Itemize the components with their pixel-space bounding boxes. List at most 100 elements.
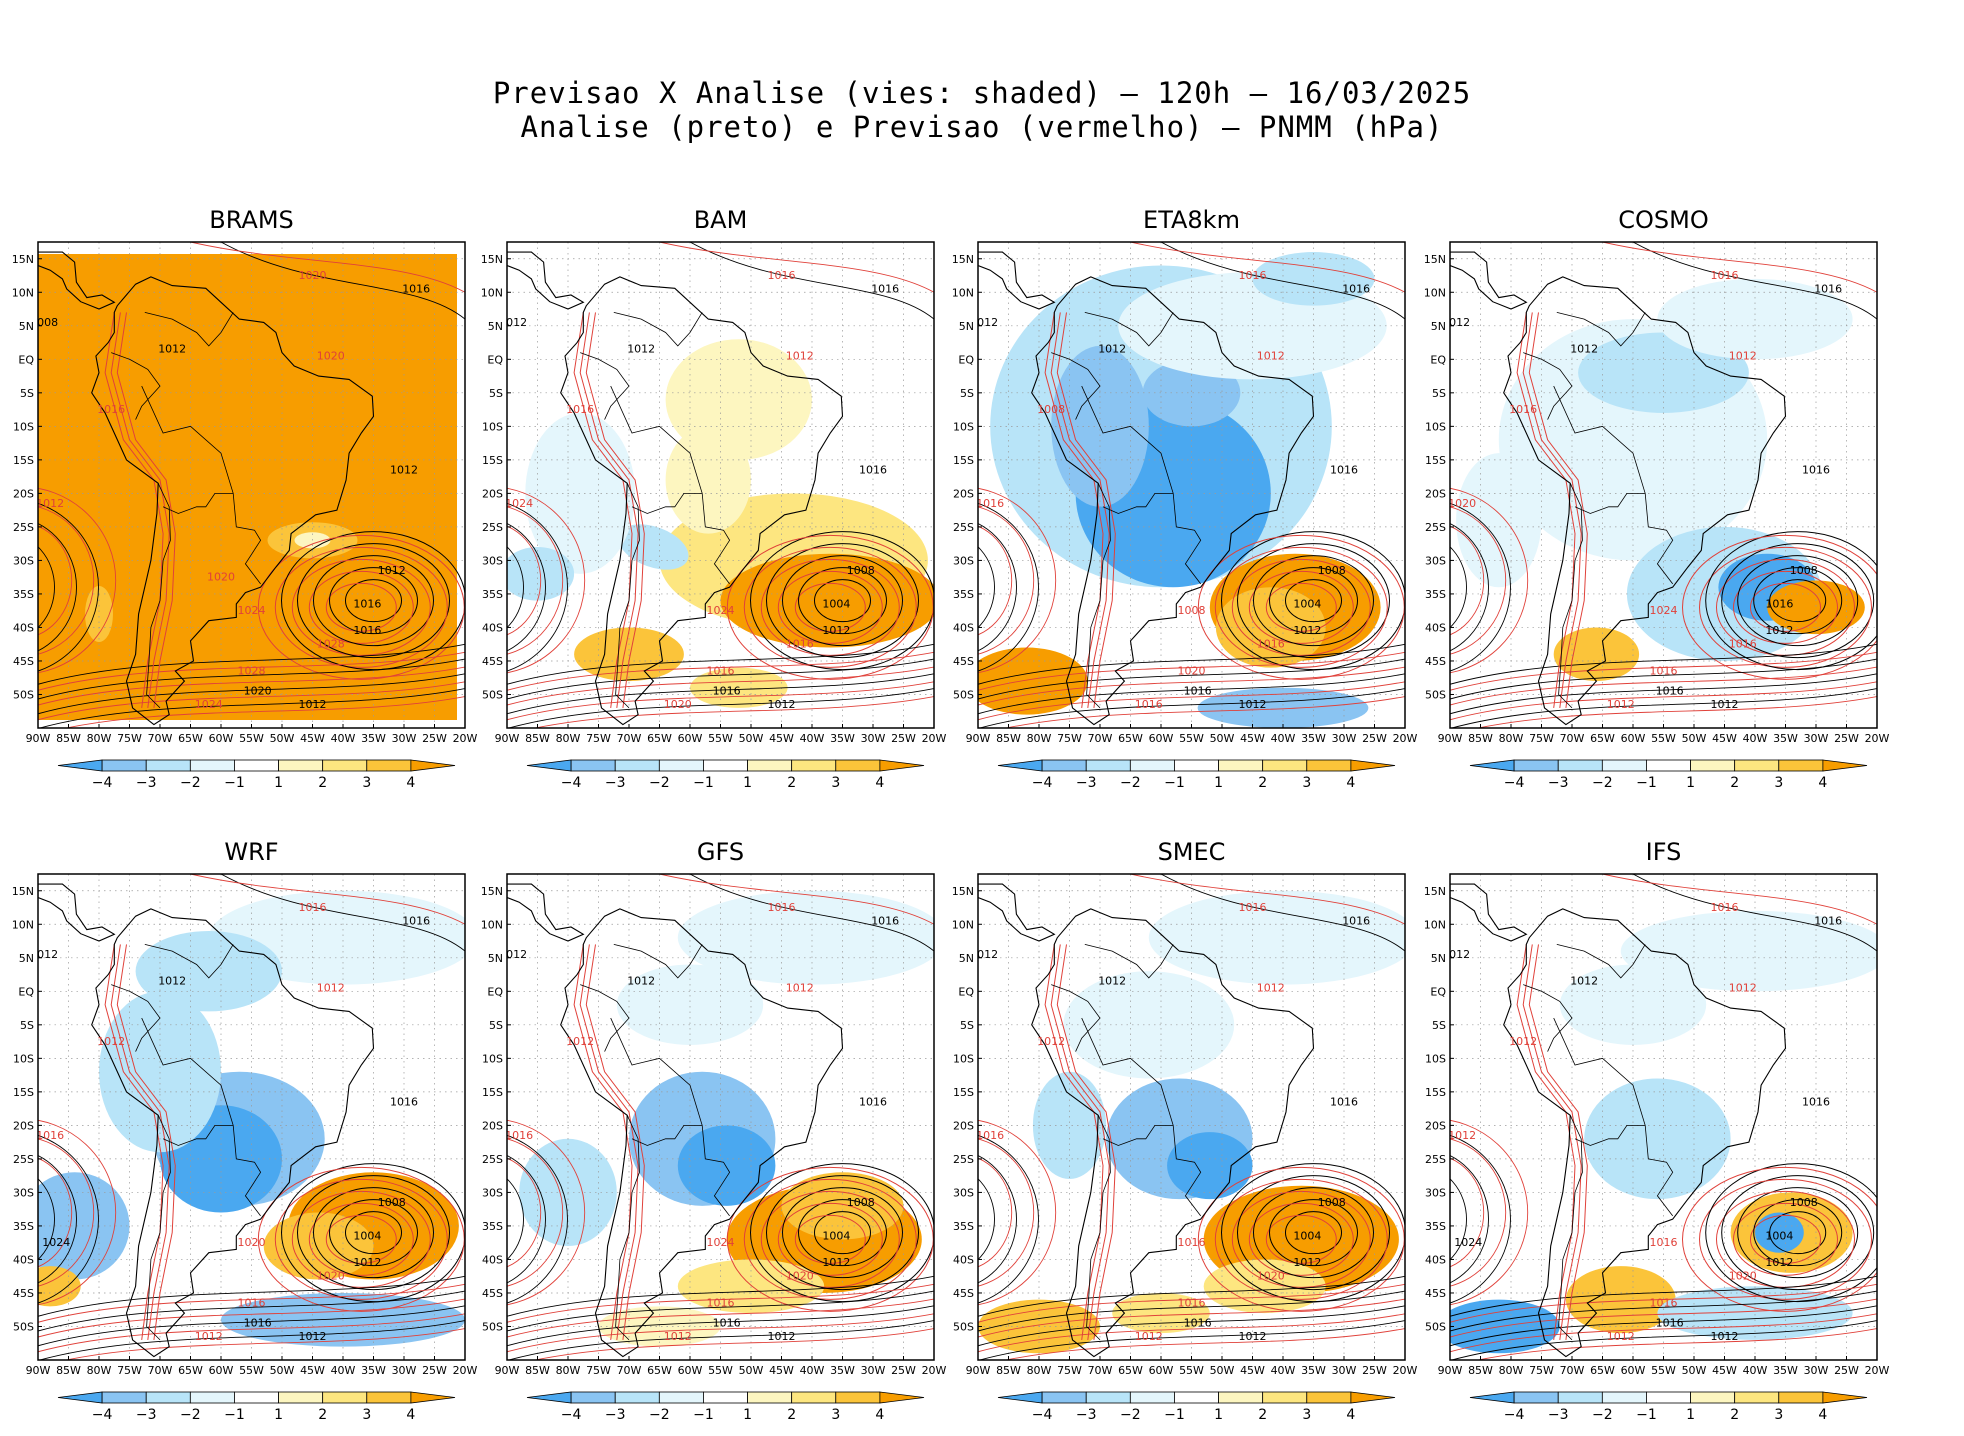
lat-tick-label: 45S	[482, 655, 503, 668]
colorbar-label: 4	[1818, 775, 1827, 791]
lon-tick-label: 85W	[56, 1364, 81, 1377]
analysis-isobar-label: 1016	[1814, 914, 1842, 927]
colorbar-label: −4	[92, 1407, 113, 1423]
analysis-isobar-label: 1004	[353, 1229, 381, 1242]
lon-tick-label: 70W	[617, 1364, 642, 1377]
lon-tick-label: 20W	[922, 1364, 947, 1377]
lon-tick-label: 75W	[586, 1364, 611, 1377]
lon-tick-label: 85W	[1468, 732, 1493, 745]
colorbar: −4 −3 −2 −1 1 2 3 4	[526, 759, 925, 791]
forecast-isobar-label: 1016	[36, 1129, 64, 1142]
colorbar-label: −3	[1076, 1407, 1097, 1423]
lon-tick-label: 65W	[647, 1364, 672, 1377]
analysis-isobar-label: 1016	[1802, 463, 1830, 476]
lon-tick-label: 80W	[1027, 1364, 1052, 1377]
lat-tick-label: 40S	[13, 1253, 34, 1266]
lon-tick-label: 50W	[270, 732, 295, 745]
panel-eta8km: ETA8km 1016 1012 1012 1016 1008 1004 1012 1016 10…	[952, 206, 1418, 791]
lon-tick-label: 35W	[1773, 732, 1798, 745]
colorbar-label: 3	[1774, 775, 1783, 791]
lon-tick-label: 55W	[239, 1364, 264, 1377]
lat-tick-label: 5N	[1431, 320, 1446, 333]
lon-tick-label: 80W	[556, 732, 581, 745]
colorbar-label: 1	[1214, 1407, 1223, 1423]
lat-tick-label: 10S	[13, 420, 34, 433]
lon-tick-label: 85W	[525, 732, 550, 745]
analysis-isobar-label: 1024	[1454, 1236, 1482, 1249]
forecast-isobar-label: 1020	[664, 698, 692, 711]
lon-tick-label: 40W	[1743, 1364, 1768, 1377]
bias-blob	[618, 524, 689, 570]
forecast-isobar-label: 1012	[1729, 349, 1757, 362]
colorbar-label: −3	[605, 1407, 626, 1423]
forecast-isobar-label: 1012	[786, 349, 814, 362]
colorbar-label: −3	[136, 1407, 157, 1423]
bias-shading	[38, 254, 457, 720]
bias-blob	[1167, 1132, 1253, 1200]
forecast-isobar-label: 1016	[1650, 664, 1678, 677]
forecast-isobar-label: 1016	[768, 269, 796, 282]
analysis-isobar-label: 1012	[1239, 698, 1267, 711]
forecast-isobar-label: 1012	[566, 1035, 594, 1048]
analysis-isobar-label: 1012	[1765, 624, 1793, 637]
lat-tick-label: 45S	[13, 655, 34, 668]
forecast-isobar-label: 1020	[299, 269, 327, 282]
forecast-isobar-label: 1016	[1239, 269, 1267, 282]
forecast-isobar-label: 1016	[1711, 269, 1739, 282]
lat-tick-label: 50S	[1425, 1320, 1446, 1333]
forecast-isobar-label: 1016	[707, 1296, 735, 1309]
lon-tick-label: 25W	[1362, 1364, 1387, 1377]
lon-tick-label: 90W	[966, 732, 991, 745]
lat-tick-label: 15S	[1425, 454, 1446, 467]
colorbar-label: −4	[1032, 775, 1053, 791]
forecast-isobar-label: 1012	[1607, 698, 1635, 711]
lat-tick-label: 15N	[481, 885, 503, 898]
analysis-isobar-label: 1008	[1318, 564, 1346, 577]
lat-tick-label: 10N	[1424, 918, 1446, 931]
analysis-isobar-label: 1012	[1442, 316, 1470, 329]
lat-tick-label: 5N	[488, 952, 503, 965]
lat-tick-label: EQ	[487, 353, 503, 366]
lon-tick-label: 30W	[861, 732, 886, 745]
lon-tick-label: 30W	[861, 1364, 886, 1377]
coastline	[1503, 276, 1787, 726]
analysis-isobar-label: 1016	[1342, 914, 1370, 927]
forecast-isobar-label: 1016	[768, 901, 796, 914]
coastline	[1031, 276, 1315, 726]
lat-tick-label: 35S	[1425, 1220, 1446, 1233]
lat-tick-label: 10S	[482, 1052, 503, 1065]
colorbar-label: −3	[605, 775, 626, 791]
bias-blob	[677, 1125, 776, 1206]
forecast-isobar-label: 1016	[1178, 1236, 1206, 1249]
lat-tick-label: 15S	[953, 454, 974, 467]
lat-tick-label: 50S	[1425, 688, 1446, 701]
lon-tick-label: 80W	[87, 732, 112, 745]
lon-tick-label: 60W	[1149, 1364, 1174, 1377]
coastline	[1031, 908, 1315, 1358]
coastline	[560, 276, 844, 726]
colorbar-label: 1	[743, 1407, 752, 1423]
forecast-isobar-label: 1016	[976, 497, 1004, 510]
colorbar-label: 1	[1214, 775, 1223, 791]
lat-tick-label: 50S	[953, 1320, 974, 1333]
lon-tick-label: 35W	[830, 732, 855, 745]
panel-title: GFS	[697, 838, 744, 866]
analysis-isobar-label: 1012	[499, 948, 527, 961]
forecast-isobar-label: 1012	[1448, 1129, 1476, 1142]
lon-tick-label: 60W	[1621, 1364, 1646, 1377]
lon-tick-label: 35W	[361, 732, 386, 745]
forecast-isobar-label: 1024	[505, 497, 533, 510]
lat-tick-label: EQ	[958, 353, 974, 366]
lat-tick-label: 10S	[482, 420, 503, 433]
colorbar: −4 −3 −2 −1 1 2 3 4	[57, 759, 456, 791]
lat-tick-label: 10N	[12, 918, 34, 931]
lon-tick-label: 55W	[1179, 732, 1204, 745]
analysis-isobar-label: 1016	[871, 914, 899, 927]
analysis-isobar-label: 1020	[244, 684, 272, 697]
lat-tick-label: 40S	[482, 1253, 503, 1266]
analysis-isobar-label: 1012	[353, 1256, 381, 1269]
lat-tick-label: 15S	[13, 1086, 34, 1099]
lat-tick-label: 10N	[12, 286, 34, 299]
forecast-isobar-label: 1024	[707, 1236, 735, 1249]
analysis-isobar-label: 1012	[378, 564, 406, 577]
